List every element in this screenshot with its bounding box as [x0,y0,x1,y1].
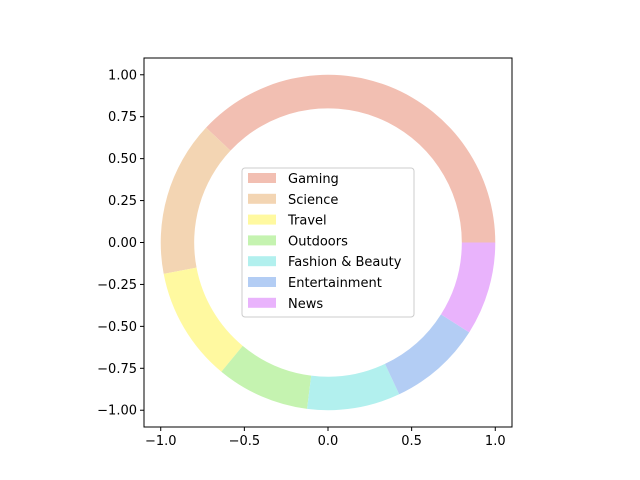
y-tick-label: −0.25 [97,278,137,293]
slice-fashion-beauty [307,363,400,411]
x-tick-label: 0.0 [318,434,339,449]
slice-travel [163,267,243,372]
x-tick-label: 1.0 [485,434,506,449]
legend-label: News [288,297,323,312]
legend-swatch [248,235,276,246]
legend-swatch [248,173,276,183]
slice-science [160,127,231,274]
x-axis: −1.0 −0.5 0.0 0.5 1.0 [145,427,506,449]
legend-items: Gaming Science Travel Outdoors Fashion & Bea… [248,172,402,312]
y-tick-label: 0.75 [108,110,137,125]
legend: Gaming Science Travel Outdoors Fashion & Bea… [241,167,415,318]
slice-outdoors [221,345,312,409]
legend-swatch [248,193,276,204]
donut-slices [160,74,496,411]
y-tick-label: 1.00 [108,68,137,83]
legend-swatch [248,256,276,267]
y-tick-label: 0.50 [108,152,137,167]
y-tick-label: −0.50 [97,320,137,335]
y-tick-label: 0.25 [108,194,137,209]
legend-swatch [248,277,276,287]
legend-box [241,167,415,318]
x-tick-label: −0.5 [229,434,261,449]
y-tick-label: 0.00 [108,236,137,251]
slice-news [440,242,496,333]
y-axis: 1.00 0.75 0.50 0.25 0.00 −0.25 −0.50 −0.75 −1.00 [97,68,144,419]
legend-label: Entertainment [288,276,382,291]
legend-swatch [248,214,276,225]
legend-label: Fashion & Beauty [288,255,402,270]
y-tick-label: −0.75 [97,362,137,377]
x-tick-label: −1.0 [145,434,177,449]
legend-swatch [248,297,276,308]
legend-label: Outdoors [288,234,348,249]
slice-gaming [206,74,496,243]
legend-label: Science [288,193,338,208]
legend-label: Gaming [288,172,339,187]
y-tick-label: −1.00 [97,404,137,419]
legend-label: Travel [287,214,327,229]
x-tick-label: 0.5 [401,434,422,449]
slice-entertainment [384,314,470,395]
